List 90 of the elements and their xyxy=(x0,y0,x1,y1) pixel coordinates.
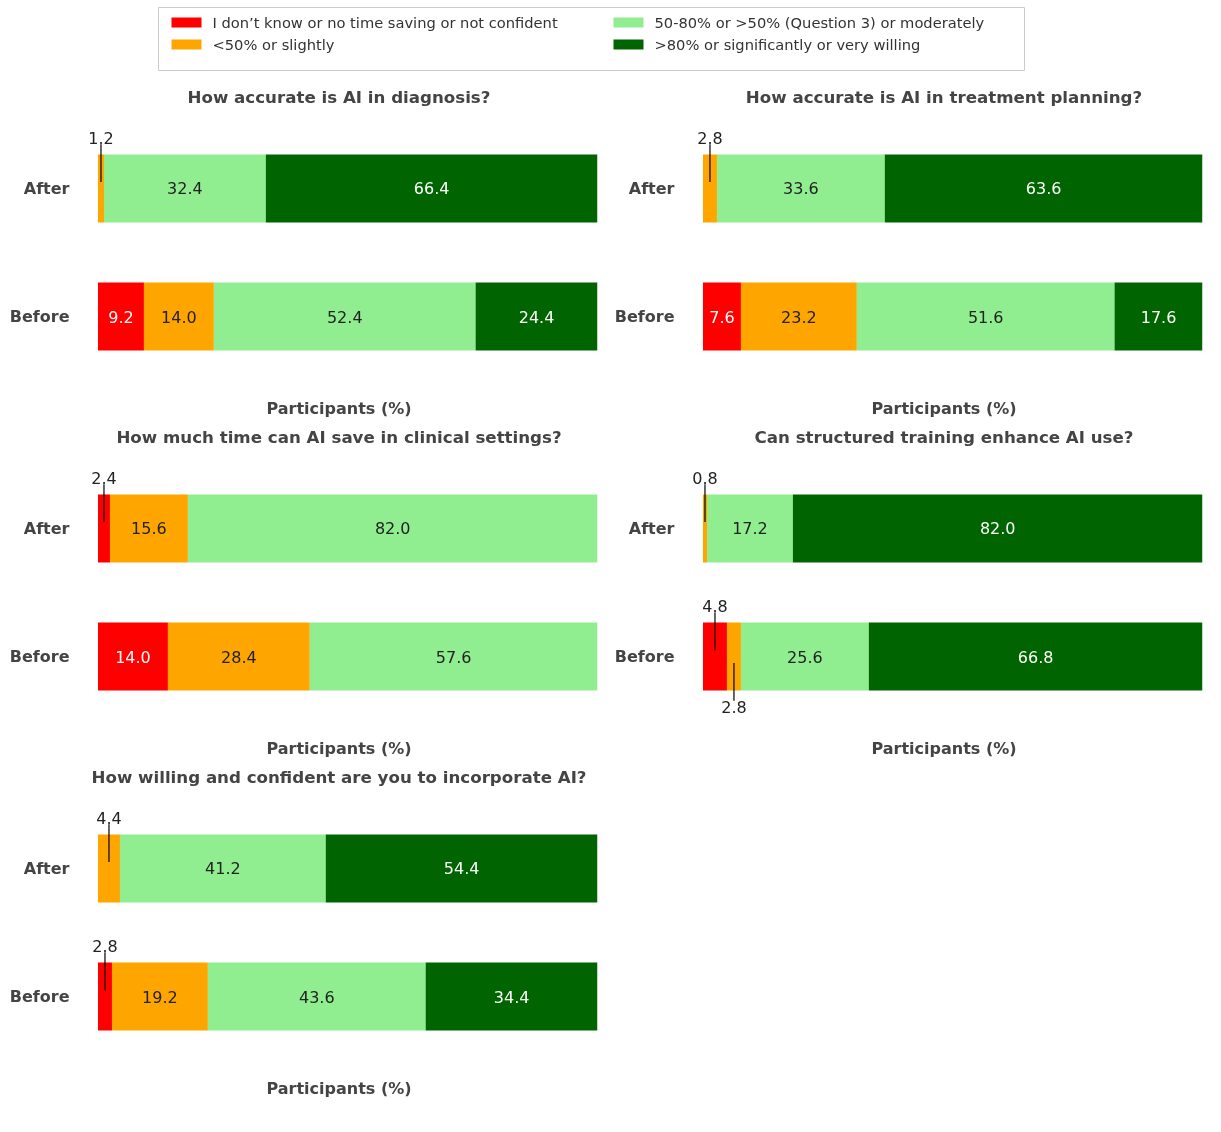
legend-label: >80% or significantly or very willing xyxy=(654,36,921,53)
data-label: 33.6 xyxy=(783,179,819,199)
bar xyxy=(792,494,1203,563)
bar xyxy=(868,622,1203,691)
data-label: 28.4 xyxy=(221,647,257,667)
data-label: 17.6 xyxy=(1140,307,1177,327)
bar xyxy=(702,154,717,223)
data-label: 19.2 xyxy=(142,987,178,1007)
bar xyxy=(716,154,885,223)
y-tick-label: Before xyxy=(614,307,675,327)
data-label: 32.4 xyxy=(167,179,203,199)
data-label: 17.2 xyxy=(732,519,768,539)
data-label: 52.4 xyxy=(326,307,363,327)
y-tick-label: Before xyxy=(9,987,70,1007)
bar xyxy=(309,622,598,691)
bar xyxy=(97,282,144,351)
data-label: 54.4 xyxy=(443,859,480,879)
chart-title: How accurate is AI in diagnosis? xyxy=(187,87,491,107)
bar xyxy=(706,494,793,563)
bar xyxy=(475,282,598,351)
legend-label: I don’t know or no time saving or not confident xyxy=(212,14,558,31)
data-label: 51.6 xyxy=(967,307,1004,327)
data-label: 2.4 xyxy=(91,469,117,489)
data-label: 1.2 xyxy=(88,129,114,149)
data-label: 41.2 xyxy=(205,859,241,879)
data-label: 57.6 xyxy=(435,647,472,667)
data-label: 9.2 xyxy=(108,307,134,327)
bar xyxy=(187,494,598,563)
y-tick-label: After xyxy=(628,178,675,198)
bar xyxy=(97,834,120,903)
bar xyxy=(1114,282,1203,351)
y-tick-label: After xyxy=(23,858,70,878)
bar xyxy=(702,622,727,691)
bar xyxy=(97,962,112,1031)
data-label: 82.0 xyxy=(374,519,411,539)
legend-label: 50-80% or >50% (Question 3) or moderately xyxy=(654,14,985,31)
data-label: 34.4 xyxy=(493,987,530,1007)
data-label: 43.6 xyxy=(298,987,335,1007)
bar xyxy=(111,962,208,1031)
bar xyxy=(325,834,598,903)
bar xyxy=(425,962,598,1031)
data-label: 66.8 xyxy=(1017,647,1054,667)
y-tick-label: Before xyxy=(9,647,70,667)
bar xyxy=(97,494,110,563)
data-label: 24.4 xyxy=(518,307,555,327)
data-label: 14.0 xyxy=(161,307,197,327)
x-axis-title: Participants (%) xyxy=(871,398,1017,418)
data-label: 63.6 xyxy=(1025,179,1062,199)
chart-title: Can structured training enhance AI use? xyxy=(754,427,1134,447)
bar xyxy=(213,282,476,351)
bar xyxy=(97,622,168,691)
data-label: 2.8 xyxy=(697,129,723,149)
y-tick-label: Before xyxy=(614,647,675,667)
y-tick-label: Before xyxy=(9,307,70,327)
y-tick-label: After xyxy=(628,518,675,538)
data-label: 2.8 xyxy=(721,697,747,717)
bar xyxy=(265,154,598,223)
chart-title: How accurate is AI in treatment planning? xyxy=(745,87,1143,107)
x-axis-title: Participants (%) xyxy=(266,1078,412,1098)
data-label: 4.8 xyxy=(702,597,728,617)
bar xyxy=(856,282,1115,351)
y-tick-label: After xyxy=(23,518,70,538)
bar xyxy=(740,282,857,351)
bar xyxy=(143,282,214,351)
bar xyxy=(740,622,869,691)
bar xyxy=(726,622,741,691)
data-label: 66.4 xyxy=(413,179,450,199)
x-axis-title: Participants (%) xyxy=(871,738,1017,758)
data-label: 7.6 xyxy=(709,307,735,327)
bar xyxy=(167,622,310,691)
data-label: 82.0 xyxy=(979,519,1016,539)
chart-title: How willing and confident are you to incorporate AI? xyxy=(91,767,587,787)
x-axis-title: Participants (%) xyxy=(266,398,412,418)
bar xyxy=(702,282,741,351)
bar xyxy=(103,154,266,223)
data-label: 2.8 xyxy=(92,937,118,957)
bar xyxy=(207,962,426,1031)
data-label: 4.4 xyxy=(96,809,122,829)
legend-label: <50% or slightly xyxy=(212,36,335,53)
x-axis-title: Participants (%) xyxy=(266,738,412,758)
data-label: 15.6 xyxy=(131,519,167,539)
bar xyxy=(109,494,188,563)
data-label: 23.2 xyxy=(781,307,817,327)
data-label: 0.8 xyxy=(692,469,718,489)
data-label: 14.0 xyxy=(115,647,151,667)
data-label: 25.6 xyxy=(787,647,823,667)
bar xyxy=(119,834,326,903)
bar xyxy=(884,154,1203,223)
y-tick-label: After xyxy=(23,178,70,198)
chart-title: How much time can AI save in clinical settings? xyxy=(116,427,562,447)
